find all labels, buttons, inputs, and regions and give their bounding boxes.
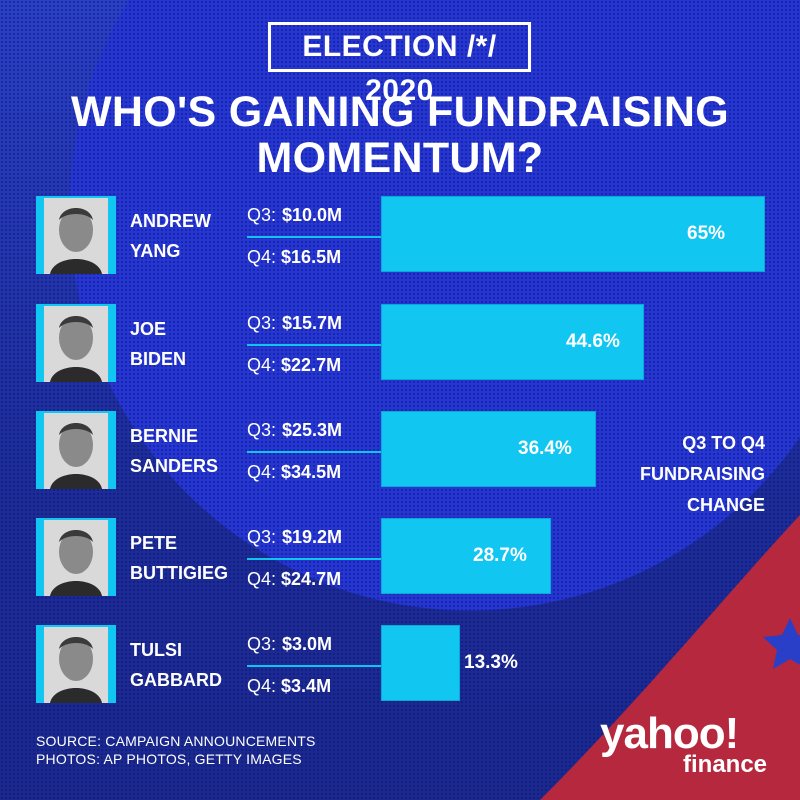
q3-value: $10.0M bbox=[282, 205, 343, 225]
change-bar bbox=[381, 411, 596, 487]
connector-line bbox=[247, 558, 381, 560]
q4-amount: Q4: $34.5M bbox=[247, 461, 341, 483]
candidate-row: TULSI GABBARD Q3: $3.0M Q4: $3.4M 13.3% bbox=[0, 625, 800, 705]
candidate-photo bbox=[36, 304, 116, 382]
title-line-1: WHO'S GAINING FUNDRAISING bbox=[71, 88, 729, 136]
candidate-name: JOE BIDEN bbox=[130, 314, 186, 374]
change-label: 28.7% bbox=[473, 545, 527, 566]
first-name: TULSI bbox=[130, 640, 182, 660]
connector-line bbox=[247, 451, 381, 453]
candidate-name: BERNIE SANDERS bbox=[130, 421, 218, 481]
yahoo-logo: yahoo! bbox=[600, 709, 739, 758]
q3-value: $3.0M bbox=[282, 634, 333, 654]
q4-label: Q4: bbox=[247, 355, 277, 375]
last-name: SANDERS bbox=[130, 456, 219, 476]
candidate-name: TULSI GABBARD bbox=[130, 635, 222, 695]
election-badge: ELECTION /*/ 2020 bbox=[268, 22, 531, 107]
change-label: 13.3% bbox=[464, 652, 518, 673]
q3-value: $25.3M bbox=[282, 420, 343, 440]
connector-line bbox=[247, 344, 381, 346]
first-name: PETE bbox=[130, 533, 178, 553]
candidate-row: JOE BIDEN Q3: $15.7M Q4: $22.7M 44.6% bbox=[0, 304, 800, 384]
last-name: BUTTIGIEG bbox=[130, 563, 228, 583]
last-name: YANG bbox=[130, 241, 181, 261]
q3-amount: Q3: $15.7M bbox=[247, 312, 342, 334]
last-name: GABBARD bbox=[130, 670, 222, 690]
candidate-row: BERNIE SANDERS Q3: $25.3M Q4: $34.5M 36.4% bbox=[0, 411, 800, 491]
q3-amount: Q3: $10.0M bbox=[247, 204, 342, 226]
legend-line-2: FUNDRAISING bbox=[640, 464, 765, 484]
change-label: 65% bbox=[687, 223, 726, 244]
q4-label: Q4: bbox=[247, 462, 277, 482]
connector-line bbox=[247, 236, 381, 238]
q4-value: $22.7M bbox=[281, 355, 342, 375]
q4-amount: Q4: $3.4M bbox=[247, 675, 331, 697]
q3-amount: Q3: $19.2M bbox=[247, 526, 342, 548]
candidate-photo bbox=[36, 625, 116, 703]
q4-value: $34.5M bbox=[281, 462, 342, 482]
first-name: JOE bbox=[130, 319, 167, 339]
q3-amount: Q3: $25.3M bbox=[247, 419, 342, 441]
q4-value: $16.5M bbox=[281, 247, 342, 267]
change-bar bbox=[381, 304, 644, 380]
candidate-name: ANDREW YANG bbox=[130, 206, 211, 266]
legend-line-3: CHANGE bbox=[686, 495, 765, 515]
change-bar bbox=[381, 625, 460, 701]
q4-label: Q4: bbox=[247, 569, 277, 589]
legend-line-1: Q3 TO Q4 bbox=[682, 433, 765, 453]
candidate-photo bbox=[36, 196, 116, 274]
first-name: ANDREW bbox=[130, 211, 211, 231]
q4-label: Q4: bbox=[247, 247, 277, 267]
q4-amount: Q4: $24.7M bbox=[247, 568, 341, 590]
change-label: 44.6% bbox=[566, 331, 620, 352]
candidate-photo bbox=[36, 518, 116, 596]
last-name: BIDEN bbox=[130, 349, 187, 369]
candidate-name: PETE BUTTIGIEG bbox=[130, 528, 228, 588]
q4-label: Q4: bbox=[247, 676, 277, 696]
candidate-photo bbox=[36, 411, 116, 489]
title-line-2: MOMENTUM? bbox=[256, 134, 544, 182]
connector-line bbox=[247, 665, 381, 667]
q3-label: Q3: bbox=[247, 313, 277, 333]
q4-amount: Q4: $16.5M bbox=[247, 246, 341, 268]
first-name: BERNIE bbox=[130, 426, 199, 446]
q4-value: $3.4M bbox=[281, 676, 332, 696]
candidate-row: ANDREW YANG Q3: $10.0M Q4: $16.5M 65% bbox=[0, 196, 800, 276]
q3-value: $15.7M bbox=[282, 313, 343, 333]
photos-note: PHOTOS: AP PHOTOS, GETTY IMAGES bbox=[36, 751, 302, 767]
source-note: SOURCE: CAMPAIGN ANNOUNCEMENTS bbox=[36, 733, 316, 749]
q3-label: Q3: bbox=[247, 634, 277, 654]
change-label: 36.4% bbox=[518, 438, 572, 459]
q3-amount: Q3: $3.0M bbox=[247, 633, 332, 655]
q3-label: Q3: bbox=[247, 527, 277, 547]
q3-label: Q3: bbox=[247, 420, 277, 440]
legend: Q3 TO Q4 FUNDRAISING CHANGE bbox=[600, 428, 765, 521]
change-bar bbox=[381, 196, 765, 272]
yahoo-finance-wordmark: finance bbox=[683, 751, 768, 778]
q3-label: Q3: bbox=[247, 205, 277, 225]
change-bar bbox=[381, 518, 551, 594]
q4-value: $24.7M bbox=[281, 569, 342, 589]
candidate-row: PETE BUTTIGIEG Q3: $19.2M Q4: $24.7M 28.7% bbox=[0, 518, 800, 598]
q3-value: $19.2M bbox=[282, 527, 343, 547]
q4-amount: Q4: $22.7M bbox=[247, 354, 341, 376]
